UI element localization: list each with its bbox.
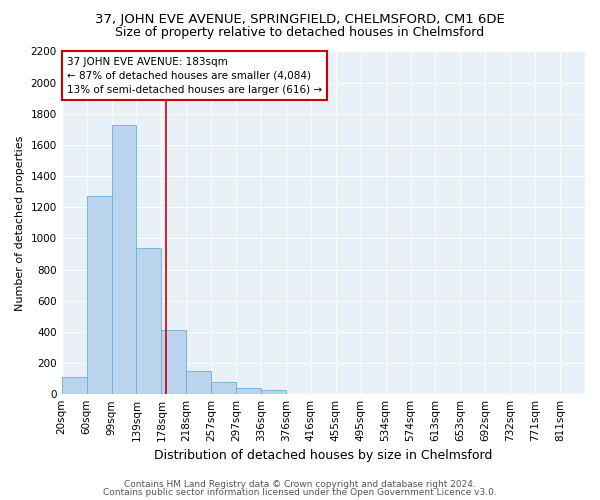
Text: Contains HM Land Registry data © Crown copyright and database right 2024.: Contains HM Land Registry data © Crown c… [124,480,476,489]
Bar [161,330,186,394]
Bar [86,196,112,394]
Text: 37 JOHN EVE AVENUE: 183sqm
← 87% of detached houses are smaller (4,084)
13% of s: 37 JOHN EVE AVENUE: 183sqm ← 87% of deta… [67,56,322,94]
Text: Size of property relative to detached houses in Chelmsford: Size of property relative to detached ho… [115,26,485,39]
Bar [136,248,161,394]
X-axis label: Distribution of detached houses by size in Chelmsford: Distribution of detached houses by size … [154,450,493,462]
Bar [211,382,236,394]
Bar [112,124,136,394]
Y-axis label: Number of detached properties: Number of detached properties [15,135,25,310]
Text: Contains public sector information licensed under the Open Government Licence v3: Contains public sector information licen… [103,488,497,497]
Bar [236,388,261,394]
Bar [62,377,86,394]
Bar [261,390,286,394]
Bar [186,371,211,394]
Text: 37, JOHN EVE AVENUE, SPRINGFIELD, CHELMSFORD, CM1 6DE: 37, JOHN EVE AVENUE, SPRINGFIELD, CHELMS… [95,12,505,26]
